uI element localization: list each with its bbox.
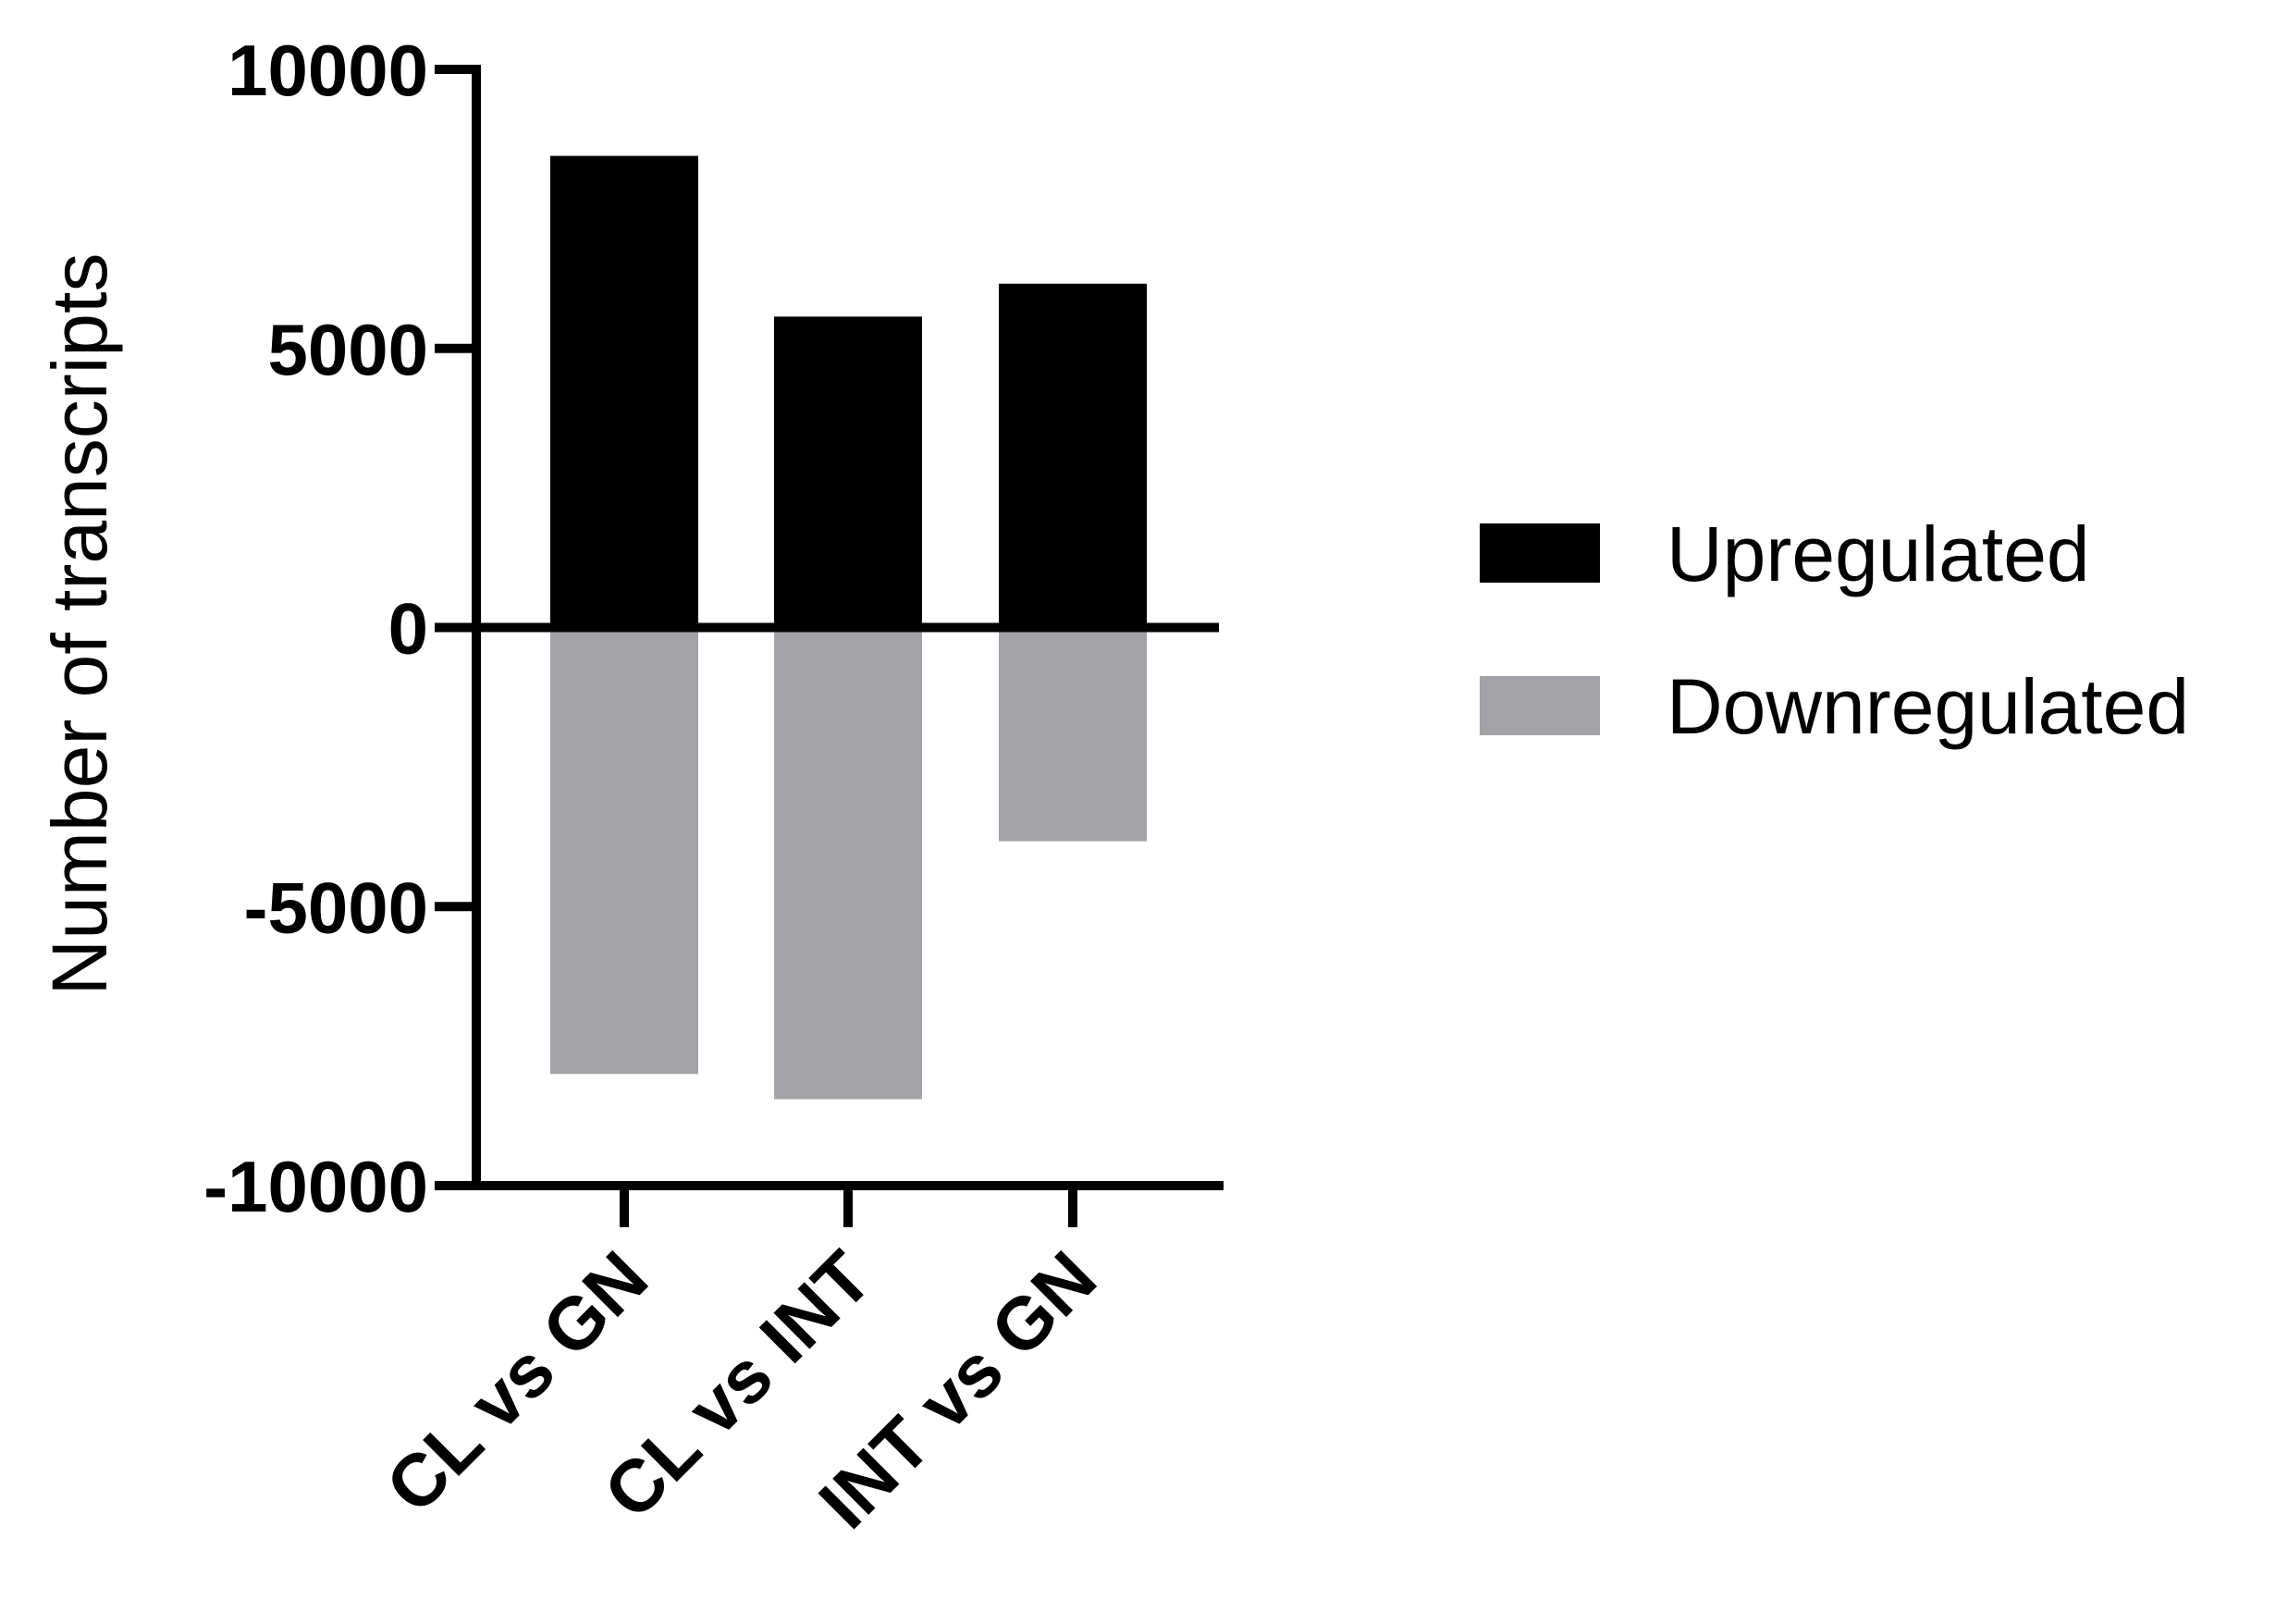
y-tick-label: -5000 xyxy=(244,867,429,948)
y-ticks: -10000 -5000 0 5000 10000 xyxy=(203,30,476,1227)
y-tick-label: 10000 xyxy=(228,30,428,111)
y-tick-label: 0 xyxy=(388,588,428,670)
legend-swatch-downregulated xyxy=(1480,676,1600,735)
y-tick-label: 5000 xyxy=(267,309,428,390)
legend: Upregulated Downregulated xyxy=(1480,511,2189,750)
legend-label-downregulated: Downregulated xyxy=(1667,663,2189,750)
bar-downregulated-3 xyxy=(999,627,1147,842)
bar-upregulated-2 xyxy=(774,316,922,628)
bar-upregulated-1 xyxy=(550,155,698,628)
bar-downregulated-2 xyxy=(774,627,922,1100)
y-tick-label: -10000 xyxy=(203,1146,428,1227)
y-axis-label: Number of transcripts xyxy=(36,253,123,996)
bars xyxy=(550,155,1147,1100)
legend-swatch-upregulated xyxy=(1480,523,1600,583)
legend-label-upregulated: Upregulated xyxy=(1667,511,2090,597)
bar-downregulated-1 xyxy=(550,627,698,1075)
bar-upregulated-3 xyxy=(999,283,1147,628)
